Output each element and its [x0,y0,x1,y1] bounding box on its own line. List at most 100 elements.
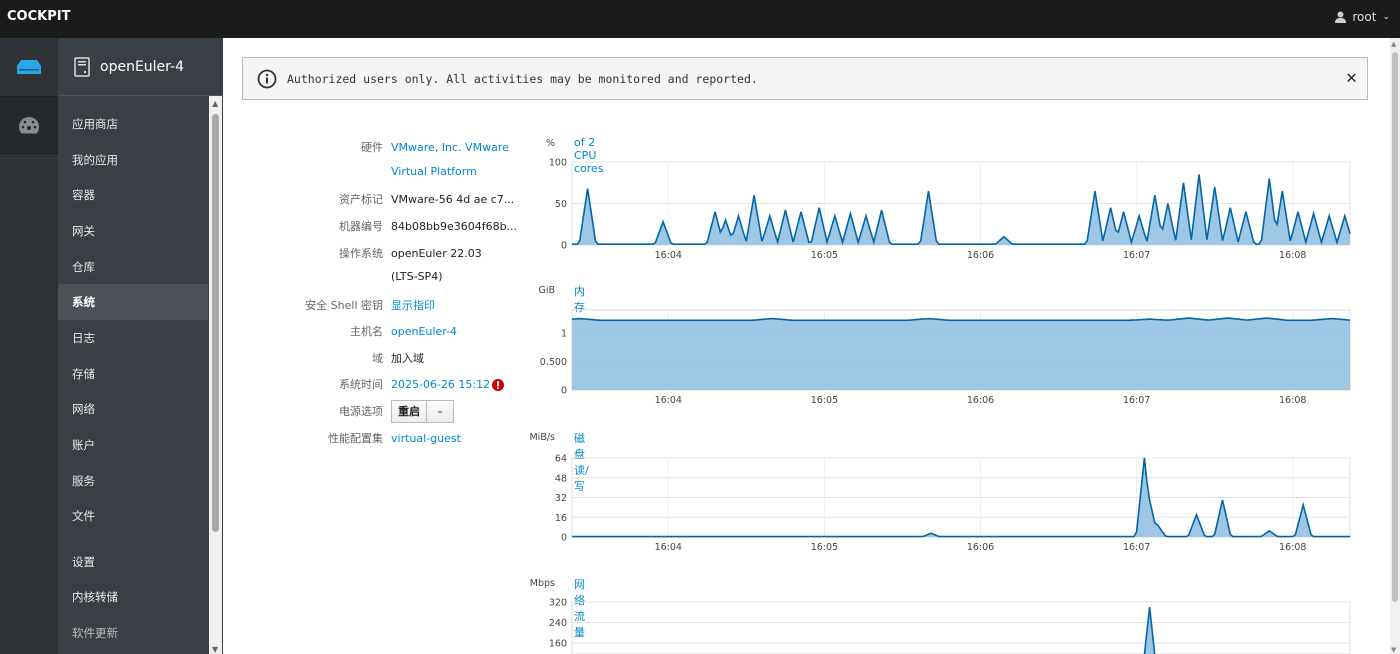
chart-unit-label: MiB/s [529,432,555,443]
sidebar-item-files[interactable]: 文件 [72,509,95,523]
y-tick-label: 1 [561,328,567,339]
power-dropdown-toggle[interactable]: ⌄ [427,401,453,422]
x-tick-label: 16:07 [1123,250,1150,261]
main-content: Authorized users only. All activities ma… [223,38,1390,654]
chart-unit-label: Mbps [529,578,555,589]
machine-id-label: 机器编号 [339,220,383,233]
power-options: 重启 ⌄ [391,400,516,423]
y-tick-label: 320 [549,598,567,609]
host-header[interactable]: openEuler-4 [58,38,223,96]
x-tick-label: 16:06 [967,250,994,261]
profile-link[interactable]: virtual-guest [391,432,461,445]
main-scrollbar[interactable]: ▲ ▼ [1390,38,1400,654]
sidebar-item-storage[interactable]: 存储 [72,367,95,381]
ssh-keys-label: 安全 Shell 密钥 [305,299,383,312]
x-tick-label: 16:08 [1279,395,1306,406]
y-tick-label: 100 [549,158,567,169]
series-area [572,318,1350,390]
domain-label: 域 [372,352,383,365]
series-line [1143,607,1156,654]
chart-svg: 64 48 32 16 0 16:04 16:05 16:06 16:07 16:08 [555,454,1351,553]
nav-dashboard-button[interactable] [0,96,58,154]
x-tick-label: 16:08 [1279,250,1306,261]
y-tick-label: 32 [555,493,567,504]
nav-hosts-button[interactable] [0,38,58,96]
x-tick-label: 16:05 [811,250,838,261]
series-line [572,457,1350,538]
y-tick-label: 240 [549,618,567,629]
info-icon [257,69,277,88]
scroll-down-icon[interactable]: ▼ [212,645,219,654]
top-bar: COCKPIT root ⌄ [0,0,1400,38]
system-time-label: 系统时间 [339,378,383,391]
x-tick-label: 16:07 [1123,542,1150,553]
hostname-label: 主机名 [350,325,383,338]
sidebar-item-logs[interactable]: 日志 [72,331,95,345]
asset-tag-label: 资产标记 [339,193,383,206]
sidebar-scrollbar[interactable]: ▲ ▼ [209,96,222,654]
nav-column [0,38,58,654]
sidebar-item-containers[interactable]: 容器 [72,188,95,202]
host-sidebar: openEuler-4 应用商店 我的应用 容器 网关 仓库 系统 日志 存储 … [58,38,223,654]
series-line [572,174,1351,246]
chevron-down-icon: ⌄ [1382,12,1390,22]
scroll-down-icon[interactable]: ▼ [1391,646,1397,654]
sidebar-item-kdump[interactable]: 内核转储 [72,590,118,604]
sidebar-item-services[interactable]: 服务 [72,474,95,488]
os-label: 操作系统 [339,247,383,260]
x-tick-label: 16:06 [967,395,994,406]
chart-title[interactable]: 内存 [574,285,585,314]
series-area [1144,607,1155,654]
chart-unit-label: % [545,138,555,149]
chart-svg: 100 50 0 16:04 16:05 16:06 16:07 16:08 [549,158,1351,261]
sidebar-item-app-store[interactable]: 应用商店 [72,117,118,131]
y-tick-label: 0 [561,386,567,397]
machine-id-value: 84b08bb9e3604f68b... [391,220,518,233]
close-icon[interactable]: ✕ [1346,67,1357,88]
alert-message: Authorized users only. All activities ma… [287,71,758,86]
x-tick-label: 16:05 [811,395,838,406]
join-domain-link[interactable]: 加入域 [391,352,424,365]
host-name: openEuler-4 [100,58,184,75]
server-tower-icon [74,56,90,77]
user-name: root [1352,10,1377,24]
chart-svg: 320 240 160 [549,598,1351,654]
x-tick-label: 16:04 [655,395,682,406]
sidebar-item-system[interactable]: 系统 [58,284,208,320]
profile-label: 性能配置集 [328,432,383,445]
main-scrollbar-thumb[interactable] [1392,52,1398,602]
server-icon [17,60,41,74]
y-tick-label: 50 [555,199,567,210]
hostname-link[interactable]: openEuler-4 [391,325,457,338]
chart-unit-label: GiB [538,285,555,296]
hardware-label: 硬件 [361,141,383,154]
os-value: openEuler 22.03 (LTS-SP4) [391,247,482,283]
sidebar-item-repository[interactable]: 仓库 [72,260,95,274]
user-menu[interactable]: root ⌄ [1335,10,1390,24]
restart-button[interactable]: 重启 [392,401,427,422]
sidebar-scrollbar-thumb[interactable] [212,114,219,532]
chart-title[interactable]: 磁盘 读/写 [574,432,589,493]
scroll-up-icon[interactable]: ▲ [212,99,219,108]
y-tick-label: 0 [561,533,567,544]
sidebar-item-network[interactable]: 网络 [72,402,95,416]
warning-icon [492,378,505,391]
chart-frame [571,601,1351,654]
user-icon [1335,11,1347,23]
y-tick-label: 0.500 [540,357,567,368]
sidebar-item-gateway[interactable]: 网关 [72,224,95,238]
sidebar-item-my-apps[interactable]: 我的应用 [72,153,118,167]
scroll-up-icon[interactable]: ▲ [1391,40,1397,48]
sidebar-item-settings[interactable]: 设置 [72,555,95,569]
sidebar-item-accounts[interactable]: 账户 [72,438,95,452]
system-time-link[interactable]: 2025-06-26 15:12 [391,378,491,391]
chart-svg: 1 0.500 0 16:04 16:05 16:06 16:07 16:08 [540,309,1351,406]
x-tick-label: 16:04 [655,542,682,553]
y-tick-label: 48 [555,473,567,484]
x-tick-label: 16:08 [1279,542,1306,553]
show-fingerprints-link[interactable]: 显示指印 [391,299,435,312]
chart-title[interactable]: 网络流量 [574,578,585,639]
hardware-link[interactable]: VMware, Inc. VMware Virtual Platform [391,141,509,178]
chart-title[interactable]: of 2 CPU cores [574,136,604,175]
sidebar-item-software-updates[interactable]: 软件更新 [72,626,118,640]
